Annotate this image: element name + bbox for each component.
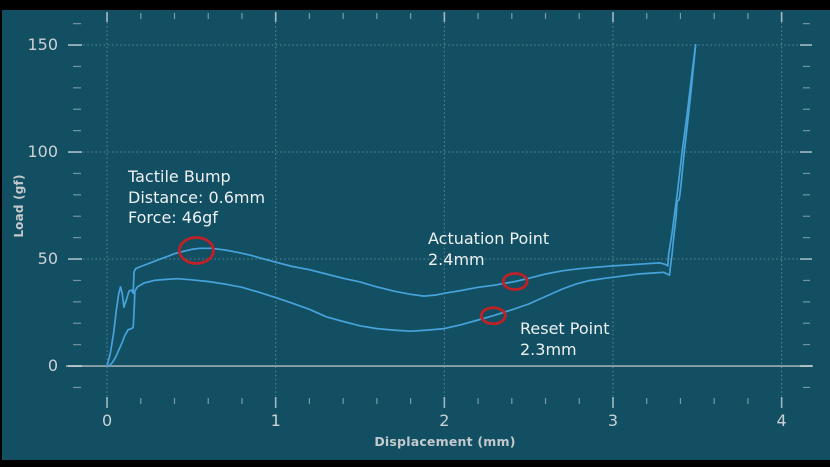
actuation-point-annotation-line: 2.4mm	[428, 249, 485, 269]
reset-point-annotation-line: Reset Point	[520, 319, 610, 338]
y-tick-label-100: 100	[27, 142, 58, 162]
y-tick-label-0: 0	[47, 356, 58, 376]
tactile-bump-marker-ellipse	[178, 236, 215, 265]
tactile-bump-annotation-line: Tactile Bump	[128, 167, 231, 186]
x-tick-label-4: 4	[776, 411, 787, 430]
x-tick-label-0: 0	[101, 411, 113, 430]
actuation-point-marker-ellipse	[501, 272, 529, 291]
y-axis-title: Load (gf)	[12, 174, 26, 238]
x-axis-title: Displacement (mm)	[374, 434, 516, 449]
tactile-bump-annotation: Tactile Bump Distance: 0.6mm Force: 46gf	[128, 167, 265, 229]
actuation-point-annotation-line: Actuation Point	[428, 229, 550, 248]
x-tick-label-1: 1	[270, 411, 281, 430]
reset-point-annotation-line: 2.3mm	[520, 339, 577, 359]
y-tick-label-50: 50	[37, 249, 58, 269]
x-tick-label-2: 2	[439, 411, 450, 430]
release-stroke-curve	[108, 44, 697, 367]
reset-point-annotation: Reset Point 2.3mm	[520, 319, 610, 360]
tactile-bump-annotation-line: Force: 46gf	[128, 208, 218, 227]
y-tick-label-150: 150	[27, 35, 58, 55]
reset-point-marker-ellipse	[479, 306, 507, 326]
x-tick-label-3: 3	[607, 411, 619, 430]
actuation-point-annotation: Actuation Point 2.4mm	[428, 229, 549, 270]
press-stroke-curve	[106, 44, 697, 367]
tactile-bump-annotation-line: Distance: 0.6mm	[128, 187, 266, 207]
